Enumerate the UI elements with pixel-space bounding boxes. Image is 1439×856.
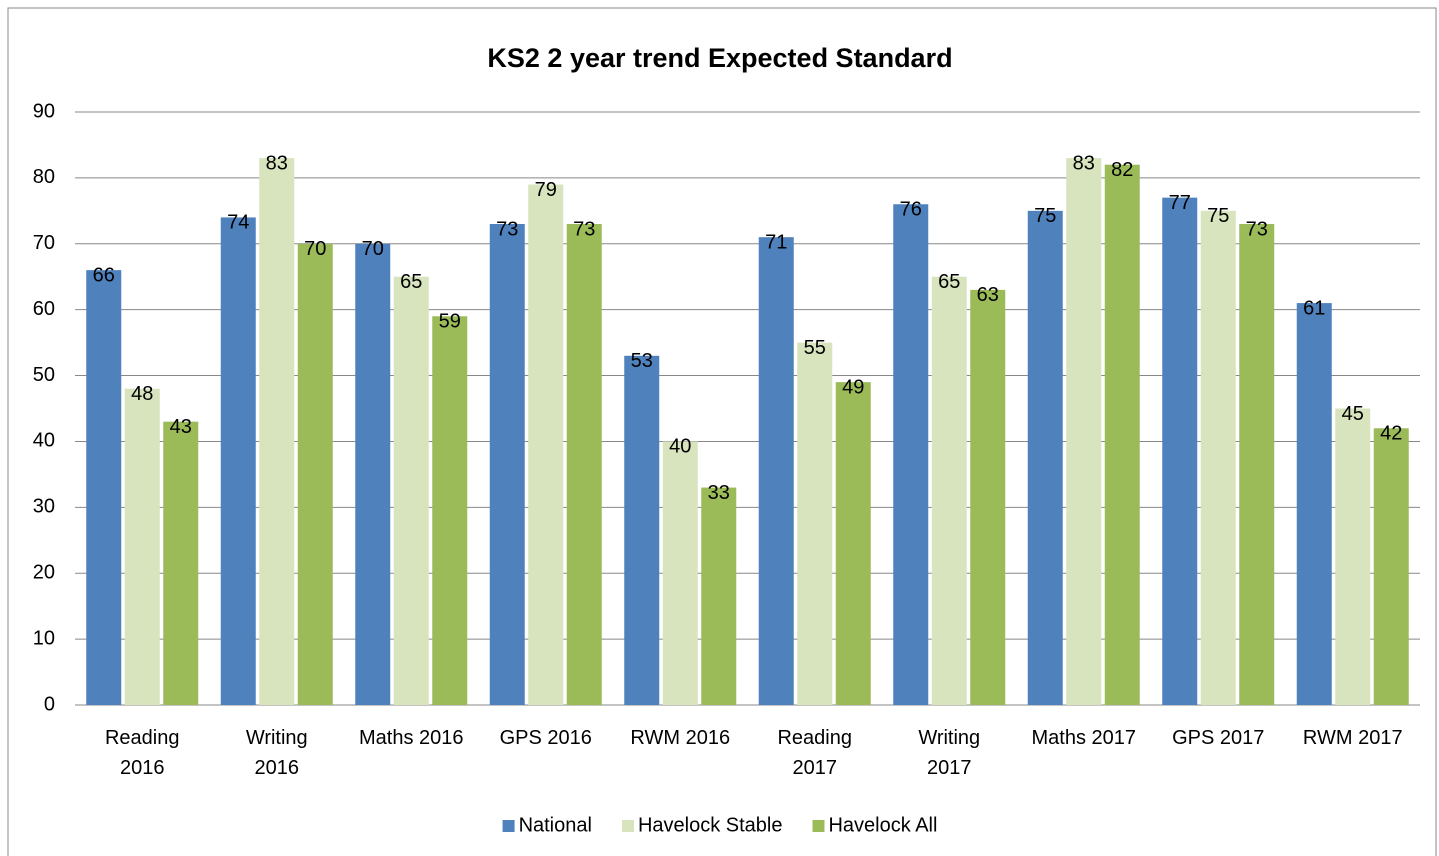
bar [624, 355, 660, 705]
bar [1239, 224, 1275, 705]
x-tick-label: GPS 2017 [1172, 727, 1265, 749]
bar [1373, 428, 1409, 705]
bar [432, 316, 468, 705]
bar [1335, 408, 1371, 705]
data-label: 75 [1207, 205, 1229, 227]
bar [797, 342, 833, 705]
x-tick-label: Writing 2016 [245, 727, 308, 779]
bar [970, 289, 1006, 705]
data-label: 74 [227, 212, 249, 234]
legend-label: National [519, 814, 592, 836]
data-label: 76 [900, 199, 922, 221]
y-tick-label: 70 [33, 232, 55, 254]
y-tick-label: 0 [44, 693, 55, 715]
legend-label: Havelock All [828, 814, 937, 836]
data-label: 59 [439, 311, 461, 333]
data-label: 73 [496, 218, 518, 240]
y-tick-label: 10 [33, 627, 55, 649]
bar [893, 204, 929, 705]
bar [220, 217, 256, 705]
data-label: 65 [938, 271, 960, 293]
bar [758, 237, 794, 705]
legend-swatch [502, 820, 515, 832]
bar [566, 224, 602, 705]
bar [1296, 303, 1332, 705]
y-tick-label: 40 [33, 430, 55, 452]
data-label: 40 [669, 436, 691, 458]
data-label: 79 [535, 179, 557, 201]
data-label: 71 [765, 231, 787, 253]
data-label: 65 [400, 271, 422, 293]
y-tick-label: 30 [33, 496, 55, 518]
x-tick-label: RWM 2017 [1302, 727, 1403, 749]
y-tick-label: 80 [33, 166, 55, 188]
data-label: 45 [1342, 403, 1364, 425]
legend-label: Havelock Stable [638, 814, 783, 836]
x-tick-label: GPS 2016 [499, 727, 592, 749]
data-label: 63 [977, 284, 999, 306]
chart-title: KS2 2 year trend Expected Standard [487, 43, 952, 73]
legend-swatch [812, 820, 825, 832]
y-tick-label: 20 [33, 562, 55, 584]
bar [489, 224, 525, 705]
bar [835, 382, 871, 705]
bar [297, 243, 333, 705]
data-label: 77 [1169, 192, 1191, 214]
y-tick-label: 90 [33, 100, 55, 122]
data-label: 55 [804, 337, 826, 359]
bar [259, 158, 295, 706]
x-tick-label: RWM 2016 [630, 727, 731, 749]
bar [662, 441, 698, 705]
legend-swatch [621, 820, 634, 832]
data-label: 48 [131, 383, 153, 405]
bar [1027, 210, 1063, 706]
bar [931, 276, 967, 705]
bar [86, 270, 122, 705]
x-tick-label: Maths 2016 [358, 727, 464, 749]
data-label: 73 [573, 218, 595, 240]
data-label: 66 [93, 264, 115, 286]
x-tick-label: Reading 2016 [104, 727, 180, 779]
data-label: 70 [362, 238, 384, 260]
bar [124, 388, 160, 705]
bar [528, 184, 564, 705]
y-tick-label: 60 [33, 298, 55, 320]
bar [1104, 164, 1140, 705]
y-tick-label: 50 [33, 364, 55, 386]
bar [163, 421, 199, 705]
bar [393, 276, 429, 705]
bar [355, 243, 391, 705]
data-label: 42 [1380, 423, 1402, 445]
data-label: 83 [266, 152, 288, 174]
data-label: 70 [304, 238, 326, 260]
bar [1162, 197, 1198, 705]
data-label: 33 [708, 482, 730, 504]
data-label: 82 [1111, 159, 1133, 181]
data-label: 83 [1073, 152, 1095, 174]
bar [1066, 158, 1102, 706]
data-label: 43 [170, 416, 192, 438]
bar [701, 487, 737, 705]
data-label: 53 [631, 350, 653, 372]
x-tick-label: Maths 2017 [1031, 727, 1136, 749]
data-label: 49 [842, 376, 864, 398]
x-tick-label: Reading 2017 [777, 727, 852, 779]
bar [1200, 210, 1236, 706]
data-label: 75 [1034, 205, 1056, 227]
data-label: 61 [1303, 297, 1325, 319]
x-tick-label: Writing 2017 [918, 727, 981, 779]
data-label: 73 [1246, 218, 1268, 240]
